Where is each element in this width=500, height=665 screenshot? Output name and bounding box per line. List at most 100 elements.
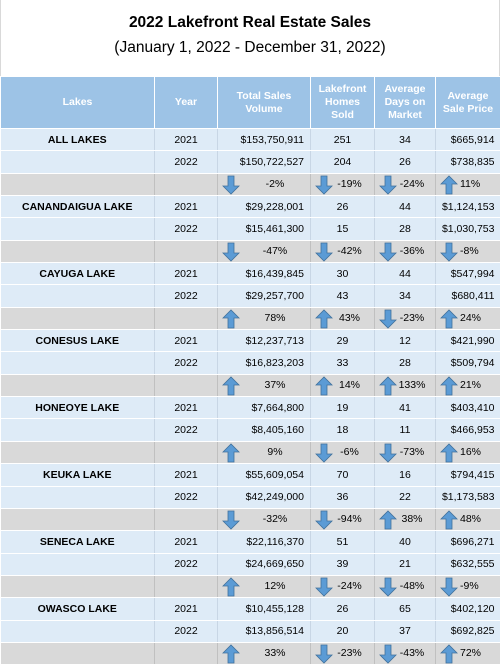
year-cell: 2022 [155, 553, 218, 575]
volume-change-cell: 33% [218, 642, 311, 664]
lake-name: SENECA LAKE [1, 531, 155, 553]
price-change: 21% [436, 375, 500, 396]
days-change: -23% [375, 308, 435, 329]
lake-name-empty [1, 575, 155, 597]
sold-cell: 251 [311, 129, 375, 151]
volume-change-cell: -47% [218, 240, 311, 262]
lake-name-empty [1, 553, 155, 575]
lake-name-empty [1, 441, 155, 463]
volume-cell: $16,439,845 [218, 263, 311, 285]
lake-name-empty [1, 374, 155, 396]
days-cell: 41 [375, 397, 436, 419]
year-empty [155, 374, 218, 396]
volume-cell: $29,228,001 [218, 196, 311, 218]
days-cell: 21 [375, 553, 436, 575]
days-cell: 16 [375, 464, 436, 486]
year-cell: 2021 [155, 464, 218, 486]
change-row: 12%-24%-48%-9% [1, 575, 500, 597]
volume-cell: $15,461,300 [218, 218, 311, 240]
col-header-lakes: Lakes [1, 77, 155, 129]
days-change-cell: -48% [375, 575, 436, 597]
col-header-volume: Total Sales Volume [218, 77, 311, 129]
price-cell: $1,173,583 [436, 486, 500, 508]
year-cell: 2021 [155, 531, 218, 553]
lake-name: KEUKA LAKE [1, 464, 155, 486]
price-cell: $466,953 [436, 419, 500, 441]
lake-name-empty [1, 620, 155, 642]
price-change: 72% [436, 643, 500, 664]
volume-change: -47% [218, 241, 310, 262]
price-change: -8% [436, 241, 500, 262]
days-change: 133% [375, 375, 435, 396]
lake-name: CONESUS LAKE [1, 330, 155, 352]
volume-change-cell: 37% [218, 374, 311, 396]
volume-change: 9% [218, 442, 310, 463]
volume-cell: $55,609,054 [218, 464, 311, 486]
sold-change: -94% [311, 509, 374, 530]
sold-cell: 39 [311, 553, 375, 575]
year-cell: 2021 [155, 263, 218, 285]
col-header-price: Average Sale Price [436, 77, 500, 129]
col-header-sold: Lakefront Homes Sold [311, 77, 375, 129]
price-cell: $692,825 [436, 620, 500, 642]
col-header-days: Average Days on Market [375, 77, 436, 129]
year-cell: 2022 [155, 419, 218, 441]
year-cell: 2022 [155, 352, 218, 374]
lake-name-empty [1, 285, 155, 307]
days-change: -43% [375, 643, 435, 664]
days-cell: 28 [375, 218, 436, 240]
price-cell: $402,120 [436, 598, 500, 620]
volume-cell: $16,823,203 [218, 352, 311, 374]
sold-cell: 43 [311, 285, 375, 307]
sold-cell: 26 [311, 598, 375, 620]
days-cell: 40 [375, 531, 436, 553]
days-change-cell: 38% [375, 508, 436, 530]
price-change: -9% [436, 576, 500, 597]
volume-cell: $10,455,128 [218, 598, 311, 620]
volume-change: 12% [218, 576, 310, 597]
volume-change: 33% [218, 643, 310, 664]
volume-change: -2% [218, 174, 310, 195]
lake-name-empty [1, 307, 155, 329]
table-header-row: Lakes Year Total Sales Volume Lakefront … [1, 77, 500, 129]
lake-name-empty [1, 419, 155, 441]
sold-cell: 15 [311, 218, 375, 240]
price-cell: $421,990 [436, 330, 500, 352]
year-empty [155, 307, 218, 329]
year-cell: 2022 [155, 218, 218, 240]
price-cell: $738,835 [436, 151, 500, 173]
price-cell: $509,794 [436, 352, 500, 374]
change-row: 33%-23%-43%72% [1, 642, 500, 664]
price-change-cell: -9% [436, 575, 500, 597]
sold-change: -6% [311, 442, 374, 463]
price-change: 11% [436, 174, 500, 195]
days-change-cell: -23% [375, 307, 436, 329]
days-cell: 12 [375, 330, 436, 352]
price-change-cell: 21% [436, 374, 500, 396]
lake-name-empty [1, 642, 155, 664]
sold-change-cell: -23% [311, 642, 375, 664]
price-cell: $696,271 [436, 531, 500, 553]
sold-change-cell: 14% [311, 374, 375, 396]
sold-cell: 18 [311, 419, 375, 441]
lake-name-empty [1, 508, 155, 530]
year-cell: 2021 [155, 196, 218, 218]
sold-change-cell: -6% [311, 441, 375, 463]
year-cell: 2022 [155, 285, 218, 307]
price-change: 48% [436, 509, 500, 530]
year-cell: 2021 [155, 598, 218, 620]
lake-name-empty [1, 218, 155, 240]
sold-cell: 36 [311, 486, 375, 508]
days-change: -73% [375, 442, 435, 463]
sold-change-cell: -24% [311, 575, 375, 597]
sold-change-cell: 43% [311, 307, 375, 329]
sold-change-cell: -94% [311, 508, 375, 530]
year-empty [155, 508, 218, 530]
days-change: -48% [375, 576, 435, 597]
